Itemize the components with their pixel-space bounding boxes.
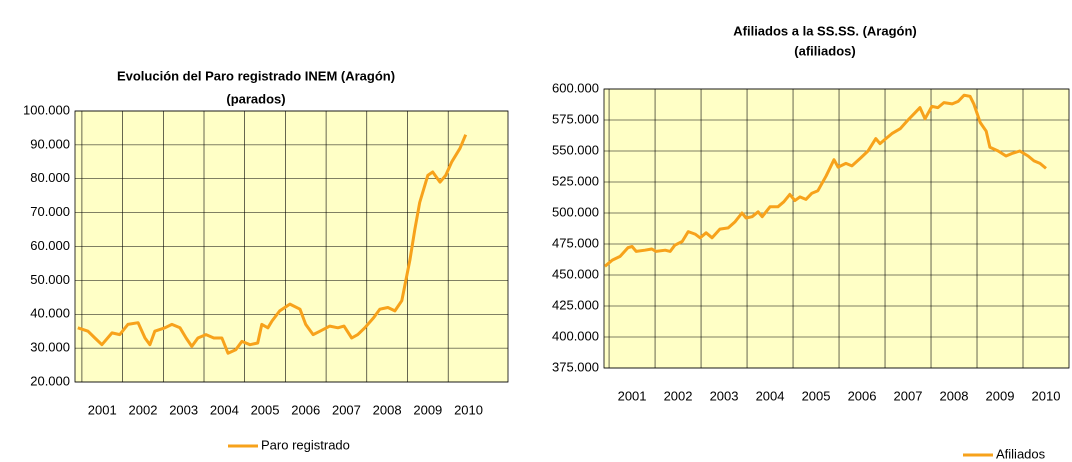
- x-tick-label: 2008: [373, 402, 402, 417]
- x-tick-label: 2010: [1032, 388, 1061, 403]
- chart: Evolución del Paro registrado INEM (Arag…: [23, 68, 509, 452]
- x-tick-label: 2004: [210, 402, 239, 417]
- plot-border: [603, 88, 1070, 369]
- x-tick-label: 2003: [710, 388, 739, 403]
- data-line: [603, 93, 1047, 268]
- x-tick-label: 2006: [291, 402, 320, 417]
- x-tick-label: 2002: [664, 388, 693, 403]
- chart: Afiliados a la SS.SS. (Aragón) (afiliados…: [552, 23, 1070, 461]
- data-line: [77, 134, 468, 355]
- y-tick-label: 475.000: [552, 235, 599, 250]
- y-tick-label: 50.000: [30, 272, 70, 287]
- x-tick-label: 2008: [940, 388, 969, 403]
- x-tick-label: 2009: [413, 402, 442, 417]
- x-tick-label: 2004: [756, 388, 785, 403]
- x-tick-label: 2003: [169, 402, 198, 417]
- x-tick-label: 2005: [802, 388, 831, 403]
- y-tick-label: 20.000: [30, 373, 70, 388]
- y-tick-label: 100.000: [23, 102, 70, 117]
- y-tick-label: 400.000: [552, 328, 599, 343]
- x-tick-label: 2001: [618, 388, 647, 403]
- x-tick-label: 2007: [894, 388, 923, 403]
- y-tick-label: 30.000: [30, 340, 70, 355]
- x-tick-label: 2002: [129, 402, 158, 417]
- x-tick-label: 2005: [251, 402, 280, 417]
- x-tick-label: 2010: [454, 402, 483, 417]
- y-tick-label: 60.000: [30, 238, 70, 253]
- y-tick-label: 500.000: [552, 204, 599, 219]
- y-tick-label: 90.000: [30, 136, 70, 151]
- chart-title: Evolución del Paro registrado INEM (Arag…: [117, 68, 395, 83]
- y-tick-label: 525.000: [552, 173, 599, 188]
- chart-title: Afiliados a la SS.SS. (Aragón): [733, 23, 916, 38]
- y-tick-label: 70.000: [30, 204, 70, 219]
- x-tick-label: 2006: [848, 388, 877, 403]
- y-tick-label: 575.000: [552, 111, 599, 126]
- plot-border: [74, 110, 509, 383]
- plot-area: [604, 89, 1069, 368]
- legend-label: Afiliados: [996, 446, 1046, 461]
- y-tick-label: 375.000: [552, 359, 599, 374]
- x-tick-label: 2001: [88, 402, 117, 417]
- legend-label: Paro registrado: [261, 437, 350, 452]
- chart-subtitle: (afiliados): [794, 43, 855, 58]
- y-tick-label: 450.000: [552, 266, 599, 281]
- y-tick-label: 425.000: [552, 297, 599, 312]
- y-tick-label: 40.000: [30, 306, 70, 321]
- y-tick-label: 80.000: [30, 170, 70, 185]
- y-tick-label: 600.000: [552, 80, 599, 95]
- x-tick-label: 2009: [986, 388, 1015, 403]
- x-tick-label: 2007: [332, 402, 361, 417]
- y-tick-label: 550.000: [552, 142, 599, 157]
- chart-subtitle: (parados): [226, 91, 285, 106]
